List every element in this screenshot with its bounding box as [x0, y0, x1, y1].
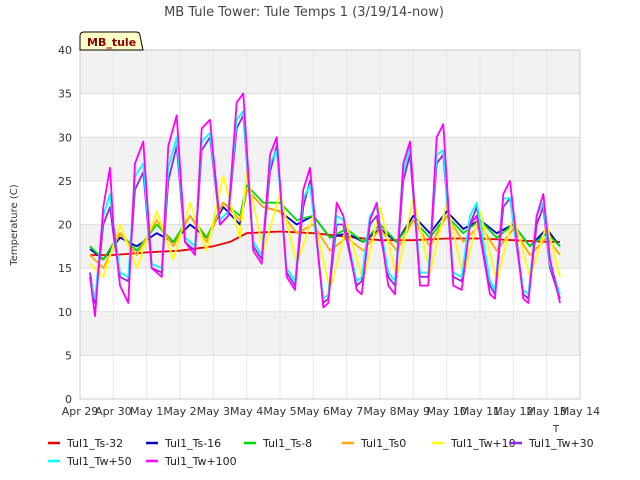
plot-frame [79, 49, 581, 400]
legend-label: Tul1_Ts-16 [164, 437, 221, 450]
y-tick-label: 40 [58, 44, 72, 57]
x-tick-label: May 7 [330, 405, 363, 418]
x-tick-label: May 8 [363, 405, 396, 418]
legend-item: Tul1_Ts0 [342, 437, 406, 450]
y-tick-label: 0 [65, 393, 72, 406]
legend-label: Tul1_Ts-32 [66, 437, 123, 450]
plot-band [80, 137, 580, 181]
station-badge-shape [79, 31, 144, 51]
legend-label: Tul1_Tw+30 [528, 437, 594, 450]
legend-item: Tul1_Ts-32 [48, 437, 123, 450]
x-axis-label-fragment: T [552, 424, 560, 435]
x-tick-label: May 1 [130, 405, 163, 418]
legend-item: Tul1_Ts-16 [146, 437, 221, 450]
x-tick-label: May 12 [493, 405, 533, 418]
x-tick-label: May 9 [397, 405, 430, 418]
x-tick-label: May 3 [197, 405, 230, 418]
legend-item: Tul1_Tw+30 [510, 437, 594, 450]
legend-label: Tul1_Tw+50 [66, 455, 132, 468]
x-tick-label: Apr 29 [62, 405, 99, 418]
station-badge: MB_tule [79, 31, 144, 51]
y-tick-label: 30 [58, 131, 72, 144]
y-tick-label: 25 [58, 175, 72, 188]
x-tick-label: May 13 [527, 405, 567, 418]
station-badge-text: MB_tule [87, 36, 136, 49]
y-tick-label: 15 [58, 262, 72, 275]
series-line-tul1-tw-10 [89, 171, 561, 291]
series-line-tul1-tw-100 [89, 92, 561, 318]
legend-item: Tul1_Tw+100 [146, 455, 237, 468]
legend-item: Tul1_Tw+50 [48, 455, 132, 468]
legend-label: Tul1_Ts0 [360, 437, 406, 450]
y-tick-label: 10 [58, 306, 72, 319]
y-axis-label: Temperature (C) [9, 184, 20, 266]
x-tick-label: May 2 [163, 405, 196, 418]
x-tick-label: May 10 [427, 405, 467, 418]
chart-title: MB Tule Tower: Tule Temps 1 (3/19/14-now… [164, 5, 444, 20]
legend-item: Tul1_Tw+10 [432, 437, 516, 450]
legend-label: Tul1_Tw+10 [450, 437, 516, 450]
series-line-tul1-ts0 [89, 188, 561, 270]
x-tick-label: Apr 30 [95, 405, 132, 418]
legend-label: Tul1_Tw+100 [164, 455, 237, 468]
y-tick-label: 5 [65, 349, 72, 362]
x-tick-label: May 11 [460, 405, 500, 418]
plot-band [80, 50, 580, 94]
x-tick-label: May 14 [560, 405, 600, 418]
x-tick-label: May 6 [297, 405, 330, 418]
x-tick-label: May 4 [230, 405, 263, 418]
y-tick-label: 20 [58, 219, 72, 232]
legend-label: Tul1_Ts-8 [262, 437, 312, 450]
y-tick-label: 35 [58, 88, 72, 101]
legend-item: Tul1_Ts-8 [244, 437, 312, 450]
plot-band [80, 311, 580, 356]
x-tick-label: May 5 [263, 405, 296, 418]
series-line-tul1-ts-32 [90, 230, 560, 256]
